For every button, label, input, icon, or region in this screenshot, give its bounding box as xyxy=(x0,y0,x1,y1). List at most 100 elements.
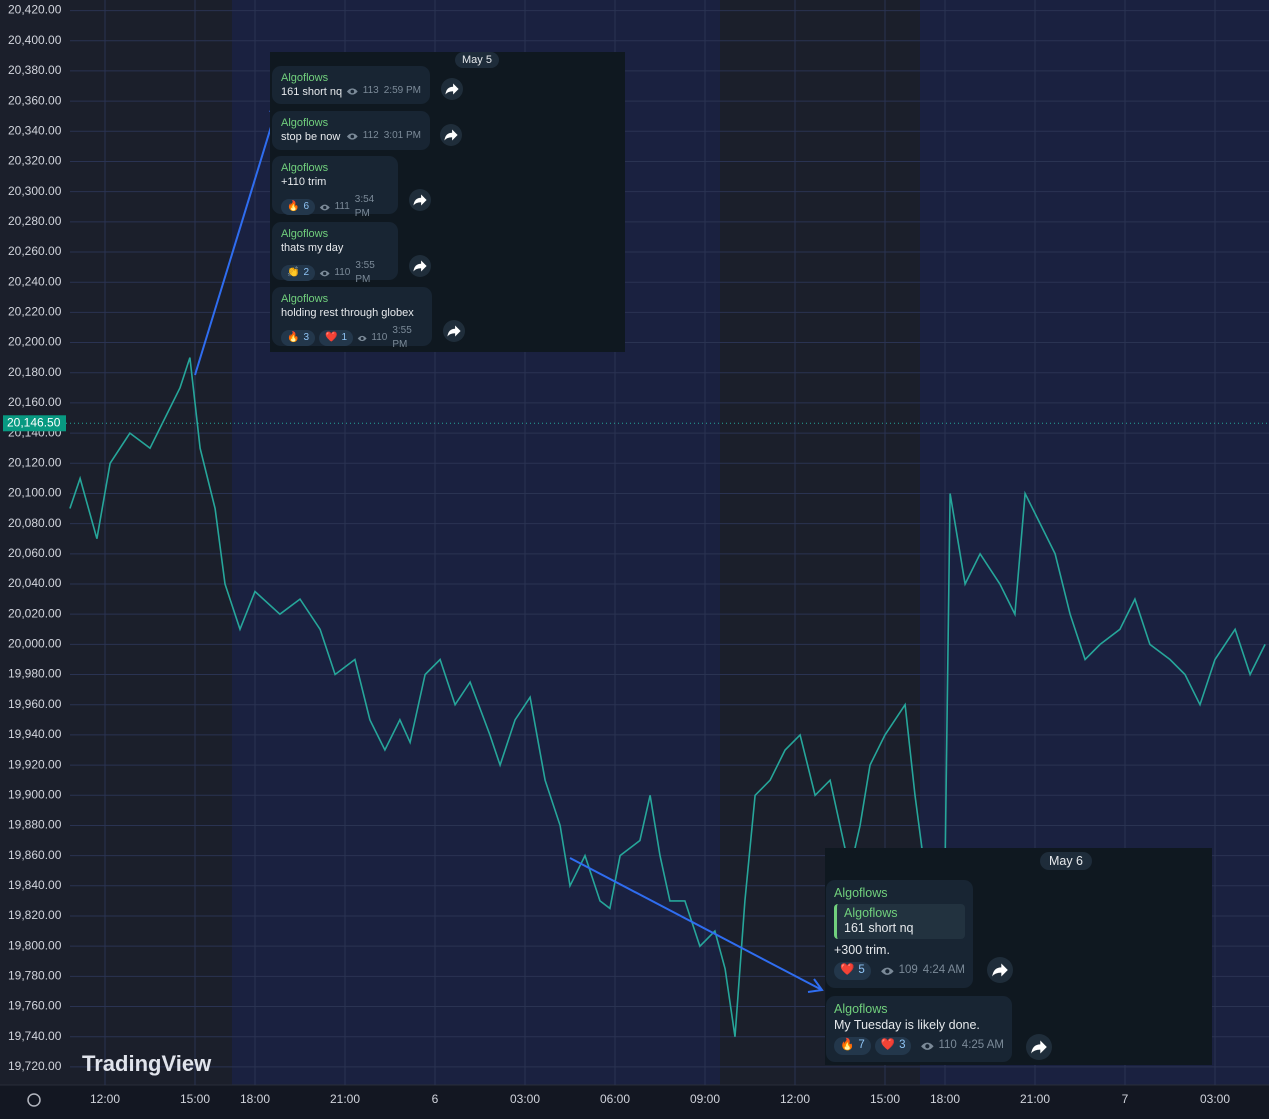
view-count: 112 xyxy=(362,130,379,141)
message-bubble: Algoflows Algoflows 161 short nq +300 trim.… xyxy=(826,880,973,988)
view-count: 110 xyxy=(938,1039,957,1051)
reactions: ❤️ 5 xyxy=(834,962,875,980)
x-tick-label: 12:00 xyxy=(780,1092,810,1106)
reaction: ❤️ 1 xyxy=(319,330,354,346)
reactions: 🔥 6 xyxy=(281,199,319,215)
share-icon xyxy=(413,194,427,206)
y-tick-label: 19,760.00 xyxy=(8,999,62,1013)
views-icon xyxy=(880,967,894,975)
share-icon xyxy=(445,83,459,95)
message-author: Algoflows xyxy=(281,72,329,84)
y-tick-label: 20,040.00 xyxy=(8,576,62,590)
message-author: Algoflows xyxy=(281,162,329,174)
y-tick-label: 20,360.00 xyxy=(8,93,62,107)
date-pill: May 5 xyxy=(455,52,499,68)
share-icon xyxy=(413,260,427,272)
message-bubble: Algoflows thats my day 👏 2 110 3:55 PM xyxy=(272,222,398,285)
y-tick-label: 19,860.00 xyxy=(8,848,62,862)
share-icon xyxy=(447,325,461,337)
message-author: Algoflows xyxy=(281,117,329,129)
reaction: 🔥 3 xyxy=(281,330,316,346)
message-footer: 112 3:01 PM xyxy=(281,129,421,143)
y-tick-label: 20,200.00 xyxy=(8,335,62,349)
y-tick-label: 20,420.00 xyxy=(8,3,62,17)
view-count: 109 xyxy=(898,964,918,976)
view-count: 111 xyxy=(334,201,350,212)
date-pill: May 6 xyxy=(1040,852,1092,870)
watermark: TradingView xyxy=(82,1051,212,1076)
x-tick-label: 15:00 xyxy=(870,1092,900,1106)
view-count: 113 xyxy=(362,85,379,96)
last-price-label: 20,146.50 xyxy=(7,415,61,429)
y-tick-label: 19,780.00 xyxy=(8,969,62,983)
y-tick-label: 20,380.00 xyxy=(8,63,62,77)
share-icon xyxy=(444,129,458,141)
share-button[interactable] xyxy=(987,957,1013,983)
message-meta: 112 3:01 PM xyxy=(346,129,421,143)
reaction: ❤️ 5 xyxy=(834,962,871,980)
reactions: 🔥 7 ❤️ 3 xyxy=(834,1037,915,1055)
message-footer: ❤️ 5 109 4:24 AM xyxy=(834,962,965,980)
x-tick-label: 21:00 xyxy=(330,1092,360,1106)
annotation-arrow xyxy=(569,857,823,991)
y-tick-label: 19,900.00 xyxy=(8,787,62,801)
session-band xyxy=(0,0,232,1085)
price-line xyxy=(69,357,1266,1037)
message-time: 4:25 AM xyxy=(961,1039,1004,1051)
message-time: 2:59 PM xyxy=(383,85,421,96)
reaction-emoji: ❤️ xyxy=(840,964,855,976)
message-text: 161 short nq xyxy=(281,86,343,98)
message-text: +110 trim xyxy=(281,176,327,188)
message-meta: 111 3:54 PM xyxy=(319,193,389,221)
y-tick-label: 20,260.00 xyxy=(8,244,62,258)
y-tick-label: 19,740.00 xyxy=(8,1029,62,1043)
x-tick-label: 09:00 xyxy=(690,1092,720,1106)
y-tick-label: 19,940.00 xyxy=(8,727,62,741)
x-tick-label: 06:00 xyxy=(600,1092,630,1106)
view-count: 110 xyxy=(334,267,351,278)
reaction-emoji: 🔥 xyxy=(840,1039,855,1051)
reactions: 🔥 3 ❤️ 1 xyxy=(281,330,357,346)
reaction: 🔥 7 xyxy=(834,1037,871,1055)
y-tick-label: 20,060.00 xyxy=(8,546,62,560)
message-bubble: Algoflows 161 short nq 113 2:59 PM xyxy=(272,66,430,104)
x-tick-label: 7 xyxy=(1122,1092,1129,1106)
share-button[interactable] xyxy=(409,255,431,277)
share-button[interactable] xyxy=(440,124,462,146)
y-tick-label: 19,840.00 xyxy=(8,878,62,892)
reaction-count: 2 xyxy=(303,267,310,278)
message-footer: 🔥 7 ❤️ 3 110 4:25 AM xyxy=(834,1037,1004,1055)
reaction-count: 6 xyxy=(303,201,310,212)
reaction-count: 3 xyxy=(303,332,310,343)
x-tick-label: 6 xyxy=(432,1092,439,1106)
share-button[interactable] xyxy=(443,320,465,342)
share-button[interactable] xyxy=(409,189,431,211)
reaction-count: 5 xyxy=(858,964,865,976)
views-icon xyxy=(920,1042,934,1050)
message-author: Algoflows xyxy=(834,1002,888,1016)
last-price-box xyxy=(3,415,66,432)
message-meta: 113 2:59 PM xyxy=(346,84,421,98)
reaction-emoji: 🔥 xyxy=(287,201,300,212)
reply-quote: Algoflows 161 short nq xyxy=(834,903,965,939)
y-tick-label: 19,960.00 xyxy=(8,697,62,711)
y-tick-label: 20,280.00 xyxy=(8,214,62,228)
message-time: 3:55 PM xyxy=(355,260,375,285)
share-button[interactable] xyxy=(1026,1034,1052,1060)
y-tick-label: 19,980.00 xyxy=(8,667,62,681)
settings-icon[interactable] xyxy=(27,1093,41,1107)
y-tick-label: 20,000.00 xyxy=(8,637,62,651)
share-button[interactable] xyxy=(441,78,463,100)
message-time: 3:01 PM xyxy=(383,130,421,141)
x-tick-label: 03:00 xyxy=(1200,1092,1230,1106)
reaction-emoji: ❤️ xyxy=(325,332,338,343)
reply-text: 161 short nq xyxy=(844,921,914,935)
views-icon xyxy=(319,270,330,276)
arrow-head xyxy=(807,978,824,993)
y-tick-label: 20,240.00 xyxy=(8,274,62,288)
reaction-emoji: 👏 xyxy=(287,267,300,278)
y-tick-label: 20,340.00 xyxy=(8,123,62,137)
views-icon xyxy=(347,132,358,140)
message-footer: 🔥 6 111 3:54 PM xyxy=(281,193,389,221)
